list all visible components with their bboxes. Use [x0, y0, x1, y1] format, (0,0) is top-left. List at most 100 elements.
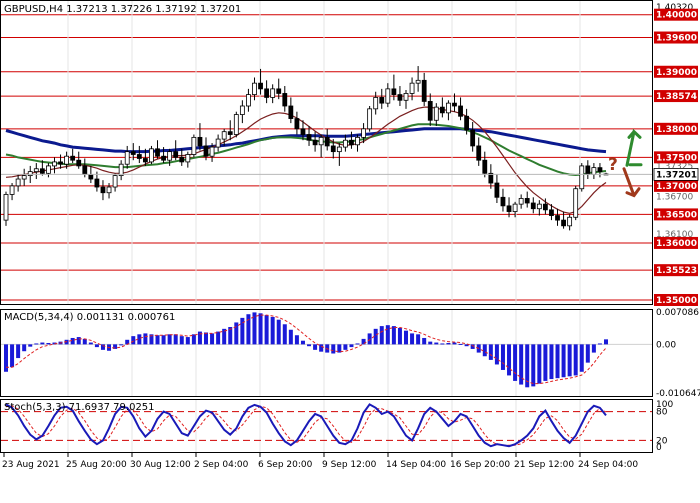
price-level-label-bg	[654, 90, 698, 103]
candle-body	[288, 105, 294, 119]
macd-signal-polyline	[6, 314, 607, 385]
candle-body	[561, 219, 566, 227]
macd-bar	[131, 336, 136, 345]
candle-body	[379, 97, 385, 104]
time-axis-label: 23 Aug 2021	[2, 460, 60, 470]
macd-bar	[579, 344, 584, 372]
candle-body	[221, 131, 227, 140]
candle-body	[336, 146, 342, 153]
macd-bar	[149, 334, 154, 345]
macd-bar	[422, 337, 427, 345]
macd-bar	[16, 344, 21, 359]
macd-bar	[210, 333, 215, 345]
candle-body	[76, 159, 82, 167]
candle	[3, 191, 9, 226]
chart-header: GBPUSD,H4 1.37213 1.37226 1.37192 1.3720…	[4, 4, 241, 15]
macd-bar	[155, 335, 160, 345]
candle-body	[203, 145, 209, 157]
macd-bar	[494, 344, 499, 365]
price-level-label: 1.37500	[656, 153, 697, 163]
macd-bar	[555, 344, 560, 379]
macd-bar	[258, 313, 263, 345]
price-level-label-bg	[654, 179, 698, 192]
moving-average-line	[5, 106, 607, 214]
candle	[276, 78, 282, 100]
stoch-signal-line	[5, 405, 607, 446]
time-axis-label: 30 Aug 12:00	[130, 460, 191, 470]
macd-bar	[282, 324, 287, 345]
candle	[427, 93, 433, 126]
macd-bar	[94, 344, 99, 348]
candle-body	[252, 82, 257, 95]
macd-bar	[125, 339, 130, 345]
macd-bar	[549, 344, 554, 380]
candle-body	[64, 155, 70, 165]
candle-body	[264, 88, 270, 98]
price-axis-top-label: 1.40320	[656, 3, 693, 13]
stoch-main-line	[5, 403, 607, 448]
candle	[470, 121, 476, 152]
macd-bar	[288, 329, 293, 345]
time-axis: 23 Aug 2021 25 Aug 20:00 30 Aug 12:00 2 Sep…	[2, 453, 638, 470]
macd-bar	[307, 344, 312, 347]
price-panel-frame	[0, 0, 653, 305]
candle	[173, 140, 179, 161]
time-axis-label: 2 Sep 04:00	[194, 460, 249, 470]
macd-axis-label: -0.010647	[656, 389, 700, 399]
stoch-lines	[5, 403, 607, 448]
candle-body	[70, 155, 76, 161]
candle-body	[342, 139, 348, 148]
candle	[197, 123, 203, 151]
price-level-label: 1.36500	[656, 210, 697, 220]
moving-averages	[5, 106, 607, 214]
candle	[500, 188, 506, 212]
macd-bar	[234, 322, 239, 345]
candle	[167, 148, 173, 166]
macd-bar	[331, 344, 336, 354]
candle	[252, 77, 257, 101]
candle-body	[161, 155, 166, 161]
candle-body	[361, 128, 366, 138]
current-price-label-bg	[653, 168, 699, 181]
candle	[239, 100, 245, 124]
candle	[21, 168, 27, 186]
candle-body	[433, 106, 439, 121]
candle-body	[276, 88, 282, 94]
macd-bar	[161, 335, 166, 345]
macd-bar	[191, 334, 196, 345]
candle	[288, 97, 294, 124]
macd-bar	[567, 344, 572, 377]
time-axis-label: 24 Sep 04:00	[578, 460, 638, 470]
candle	[203, 137, 209, 161]
candle-body	[179, 156, 185, 163]
macd-bar	[434, 342, 439, 345]
macd-panel: MACD(5,34,4) 0.001131 0.000761	[0, 309, 653, 397]
macd-bar	[349, 344, 354, 348]
candle	[494, 174, 500, 203]
macd-bar	[573, 344, 578, 376]
candle	[33, 163, 39, 180]
macd-bar	[355, 343, 360, 345]
price-level-label: 1.38574	[656, 92, 697, 102]
macd-bar	[464, 344, 469, 347]
candle-body	[124, 151, 130, 165]
candle	[52, 157, 57, 174]
macd-panel-frame	[0, 309, 653, 397]
price-axis-gray-label: 1.36700	[656, 193, 693, 203]
macd-bar	[585, 344, 590, 363]
candle-body	[512, 203, 518, 212]
price-level-label: 1.35523	[656, 266, 697, 276]
candle-body	[100, 186, 106, 194]
macd-bar	[137, 334, 142, 345]
candle	[306, 125, 312, 146]
candle-body	[464, 115, 470, 131]
price-level-label-bg	[654, 65, 698, 78]
macd-bar	[507, 344, 512, 376]
macd-bar	[113, 344, 118, 349]
candle	[191, 134, 197, 158]
candle-body	[258, 82, 263, 90]
candle-body	[367, 108, 373, 130]
macd-bar	[458, 343, 463, 345]
